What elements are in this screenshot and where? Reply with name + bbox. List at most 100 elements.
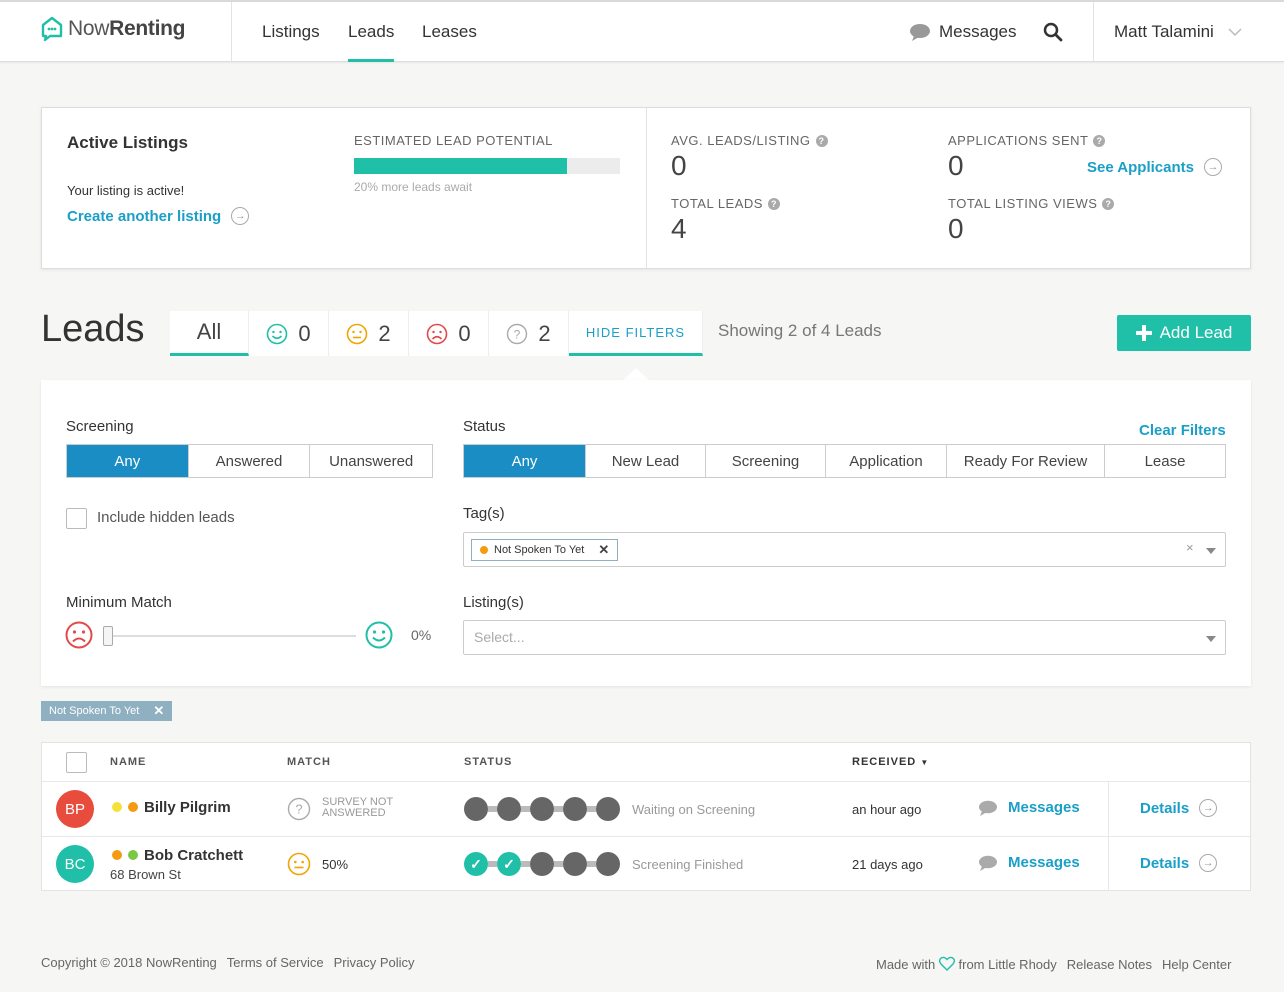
tag-dot <box>128 850 138 860</box>
logo[interactable]: NowRenting <box>40 16 185 42</box>
arrow-right-icon: → <box>231 207 250 225</box>
tab-sad[interactable]: 0 <box>409 311 489 356</box>
arrow-right-icon: → <box>1199 799 1218 817</box>
details-label: Details <box>1140 854 1190 872</box>
clear-filters-link[interactable]: Clear Filters <box>1139 422 1226 439</box>
listings-select[interactable]: Select... <box>463 620 1226 655</box>
details-link[interactable]: Details → <box>1140 799 1218 817</box>
step-connector <box>587 806 596 812</box>
help-icon[interactable]: ? <box>1102 197 1115 210</box>
messages-link[interactable]: Messages <box>978 799 1080 816</box>
tag-dot <box>112 850 122 860</box>
top-nav: NowRenting Listings Leads Leases Message… <box>0 0 1284 62</box>
help-icon[interactable]: ? <box>767 197 780 210</box>
hide-filters-tab[interactable]: HIDE FILTERS <box>569 311 703 356</box>
screening-any[interactable]: Any <box>67 445 189 477</box>
include-hidden-checkbox[interactable] <box>66 508 87 529</box>
search-button[interactable] <box>1043 22 1063 42</box>
listing-views-label: TOTAL LISTING VIEWS? <box>948 196 1115 211</box>
lead-potential-label: ESTIMATED LEAD POTENTIAL <box>354 133 553 148</box>
help-icon[interactable]: ? <box>815 134 828 147</box>
table-row[interactable]: BC Bob Cratchett 68 Brown St 50% ✓ ✓ Scr… <box>42 836 1250 891</box>
status-step <box>530 852 554 876</box>
min-match-slider-handle[interactable] <box>103 626 113 646</box>
panel-notch <box>622 368 650 381</box>
release-notes-link[interactable]: Release Notes <box>1066 956 1153 972</box>
tab-happy[interactable]: 0 <box>249 311 329 356</box>
status-step <box>530 797 554 821</box>
status-application[interactable]: Application <box>826 445 947 477</box>
nav-leads[interactable]: Leads <box>348 22 395 62</box>
screening-label: Screening <box>66 418 134 435</box>
lead-name[interactable]: Billy Pilgrim <box>144 799 231 816</box>
column-header-received[interactable]: RECEIVED ▼ <box>852 756 929 768</box>
hide-filters-label: HIDE FILTERS <box>585 324 686 340</box>
tab-all[interactable]: All <box>170 311 249 356</box>
lead-address: 68 Brown St <box>110 867 181 882</box>
status-label: Status <box>463 418 506 435</box>
question-circle-icon: ? <box>287 797 311 821</box>
tab-unknown[interactable]: ? 2 <box>489 311 569 356</box>
heart-icon <box>938 956 955 971</box>
nav-leases[interactable]: Leases <box>422 22 477 41</box>
create-listing-link[interactable]: Create another listing → <box>67 207 250 225</box>
apps-sent-label: APPLICATIONS SENT? <box>948 133 1106 148</box>
avg-leads-label: AVG. LEADS/LISTING? <box>671 133 828 148</box>
column-header-match[interactable]: MATCH <box>287 756 331 768</box>
nav-listings[interactable]: Listings <box>262 22 320 41</box>
happy-count: 0 <box>298 320 311 346</box>
column-header-status[interactable]: STATUS <box>464 756 513 768</box>
nav-messages[interactable]: Messages <box>909 22 1016 42</box>
column-header-name[interactable]: NAME <box>110 756 147 768</box>
status-step <box>563 852 587 876</box>
tags-select[interactable]: Not Spoken To Yet ✕ × <box>463 532 1226 567</box>
caret-down-icon[interactable] <box>1206 636 1216 642</box>
min-match-value: 0% <box>411 627 432 643</box>
see-applicants-link[interactable]: See Applicants → <box>1087 158 1222 176</box>
screening-answered[interactable]: Answered <box>189 445 311 477</box>
help-icon[interactable]: ? <box>1093 134 1106 147</box>
privacy-link[interactable]: Privacy Policy <box>333 955 415 970</box>
chat-bubble-icon <box>910 24 930 41</box>
status-progress <box>464 797 620 821</box>
status-any[interactable]: Any <box>464 445 586 477</box>
see-applicants-label: See Applicants <box>1087 158 1194 176</box>
leads-table: NAME MATCH STATUS RECEIVED ▼ BP Billy Pi… <box>41 742 1251 891</box>
filter-panel: Screening Any Answered Unanswered Status… <box>41 380 1251 686</box>
details-link[interactable]: Details → <box>1140 854 1218 872</box>
apps-sent-label-text: APPLICATIONS SENT <box>948 133 1089 148</box>
add-lead-button[interactable]: Add Lead <box>1117 315 1251 351</box>
screening-segmented-control: Any Answered Unanswered <box>66 444 433 478</box>
status-screening[interactable]: Screening <box>706 445 826 477</box>
active-listings-title: Active Listings <box>67 133 188 152</box>
messages-link[interactable]: Messages <box>978 854 1080 871</box>
status-step <box>596 852 620 876</box>
status-ready-for-review[interactable]: Ready For Review <box>947 445 1105 477</box>
close-icon[interactable]: ✕ <box>153 703 165 718</box>
min-match-slider-track[interactable] <box>108 635 356 637</box>
close-icon[interactable]: ✕ <box>598 542 610 557</box>
screening-unanswered[interactable]: Unanswered <box>329 452 414 470</box>
smile-face-icon <box>365 621 393 649</box>
caret-down-icon[interactable] <box>1206 548 1216 554</box>
select-all-checkbox[interactable] <box>66 752 87 773</box>
step-connector <box>488 861 497 867</box>
status-new-lead[interactable]: New Lead <box>586 445 706 477</box>
lead-name[interactable]: Bob Cratchett <box>144 847 244 864</box>
user-menu[interactable]: Matt Talamini <box>1114 22 1242 42</box>
copyright: Copyright © 2018 NowRenting <box>41 955 217 970</box>
leads-title: Leads <box>41 308 145 350</box>
avg-leads-label-text: AVG. LEADS/LISTING <box>671 133 811 148</box>
terms-link[interactable]: Terms of Service <box>226 955 324 970</box>
nav-divider <box>1093 2 1094 62</box>
user-name: Matt Talamini <box>1114 22 1214 41</box>
table-row[interactable]: BP Billy Pilgrim ? SURVEY NOT ANSWERED W… <box>42 781 1250 836</box>
status-lease[interactable]: Lease <box>1144 452 1186 470</box>
tab-neutral[interactable]: 2 <box>329 311 409 356</box>
tag-color-dot <box>480 546 488 554</box>
made-with-label: Made with <box>876 957 936 972</box>
clear-select-icon[interactable]: × <box>1186 540 1194 555</box>
chat-bubble-icon <box>979 800 997 816</box>
arrow-right-icon: → <box>1199 854 1218 872</box>
help-center-link[interactable]: Help Center <box>1162 956 1232 972</box>
